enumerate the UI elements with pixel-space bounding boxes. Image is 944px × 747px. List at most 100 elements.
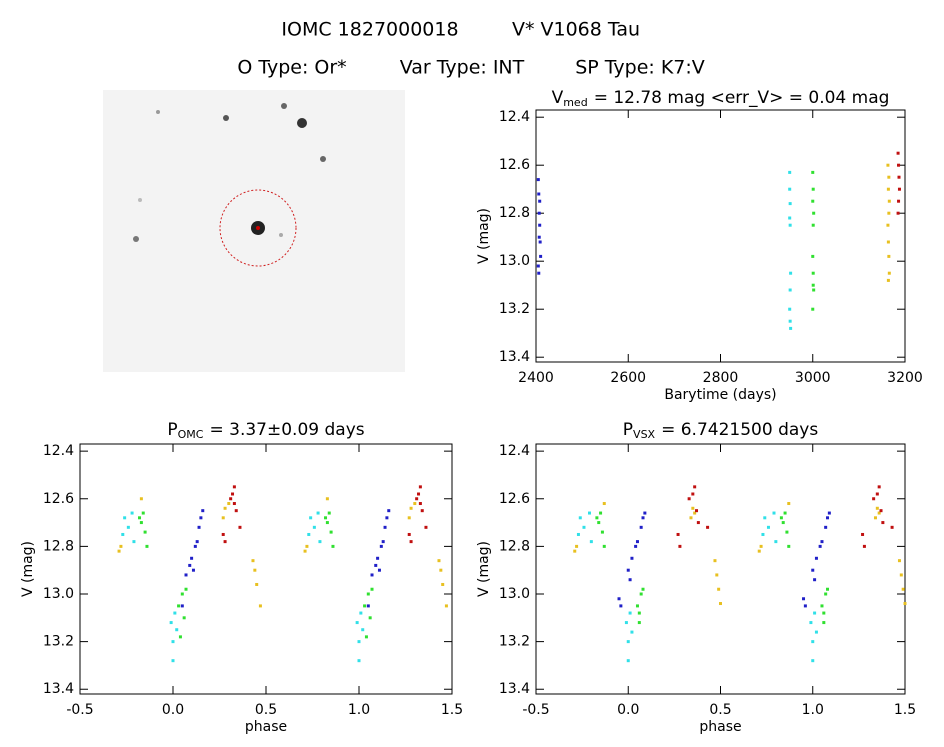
data-point	[145, 544, 149, 548]
y-tick-label: 12.8	[43, 538, 74, 554]
data-point	[385, 516, 389, 520]
data-point	[626, 568, 630, 572]
data-point	[374, 563, 378, 567]
data-point	[772, 511, 776, 515]
data-point	[872, 497, 876, 501]
data-point	[325, 497, 329, 501]
x-tick-label: 1.5	[894, 702, 916, 718]
data-point	[634, 544, 638, 548]
variable-type: Var Type: INT	[400, 57, 525, 79]
data-point	[363, 604, 367, 608]
data-point	[602, 544, 606, 548]
data-point	[763, 516, 767, 520]
y-axis-label: V (mag)	[476, 208, 492, 264]
y-tick-label: 12.4	[43, 443, 74, 459]
x-tick-label: 1.5	[441, 702, 463, 718]
data-point	[624, 621, 628, 625]
data-point	[785, 530, 789, 534]
data-point	[377, 568, 381, 572]
data-point	[538, 240, 542, 244]
data-point	[232, 485, 236, 489]
data-point	[409, 540, 413, 544]
data-point	[413, 502, 417, 506]
data-point	[637, 621, 641, 625]
data-point	[576, 532, 580, 536]
data-point	[759, 544, 763, 548]
data-point	[788, 202, 792, 206]
data-point	[901, 587, 905, 591]
data-point	[258, 604, 262, 608]
data-point	[588, 511, 592, 515]
data-point	[361, 628, 365, 632]
title-subscript: VSX	[633, 428, 656, 441]
data-point	[191, 568, 195, 572]
data-point	[223, 540, 227, 544]
sky-image	[103, 90, 405, 372]
data-point	[761, 532, 765, 536]
data-point	[676, 532, 680, 536]
y-tick-label: 13.0	[499, 253, 530, 269]
data-point	[119, 544, 123, 548]
data-point	[687, 497, 691, 501]
data-point	[418, 485, 422, 489]
data-point	[886, 240, 890, 244]
data-point	[197, 525, 201, 529]
data-point	[441, 582, 445, 586]
y-axis-label: V (mag)	[476, 541, 492, 597]
x-tick-label: 2600	[610, 370, 646, 386]
data-point	[717, 587, 721, 591]
x-tick-label: -0.5	[66, 702, 93, 718]
x-tick-label: 0.5	[709, 702, 731, 718]
data-point	[139, 497, 143, 501]
data-point	[575, 544, 579, 548]
data-point	[678, 544, 682, 548]
data-point	[357, 640, 361, 644]
data-point	[599, 511, 603, 515]
star-name: V* V1068 Tau	[512, 19, 640, 41]
data-point	[788, 223, 792, 227]
data-point	[811, 170, 815, 174]
panel-title: PVSX = 6.7421500 days	[623, 420, 819, 441]
data-point	[537, 235, 541, 239]
panel-title: Vmed = 12.78 mag <err_V> = 0.04 mag	[552, 88, 890, 109]
data-point	[307, 532, 311, 536]
data-point	[814, 556, 818, 560]
data-point	[639, 525, 643, 529]
data-point	[875, 506, 879, 510]
spectral-type: SP Type: K7:V	[575, 57, 705, 79]
data-point	[184, 573, 188, 577]
data-point	[370, 587, 374, 591]
data-point	[811, 187, 815, 191]
data-point	[873, 516, 877, 520]
panel-title: POMC = 3.37±0.09 days	[167, 420, 364, 441]
data-point	[536, 264, 540, 268]
data-point	[617, 597, 621, 601]
data-point	[789, 326, 793, 330]
data-point	[803, 604, 807, 608]
data-point	[180, 592, 184, 596]
x-axis-label: phase	[699, 719, 741, 735]
data-point	[444, 604, 448, 608]
y-axis-label: V (mag)	[20, 541, 36, 597]
data-point	[822, 611, 826, 615]
data-point	[822, 621, 826, 625]
data-point	[809, 621, 813, 625]
x-tick-label: 0.5	[255, 702, 277, 718]
data-point	[383, 525, 387, 529]
data-point	[877, 485, 881, 489]
y-tick-label: 12.8	[499, 205, 530, 221]
data-point	[407, 532, 411, 536]
y-tick-label: 13.4	[499, 349, 530, 365]
data-point	[366, 604, 370, 608]
data-point	[812, 211, 816, 215]
data-point	[789, 271, 793, 275]
data-point	[417, 492, 421, 496]
data-point	[813, 578, 817, 582]
y-tick-label: 13.0	[499, 586, 530, 602]
x-tick-label: 3000	[795, 370, 831, 386]
data-point	[234, 509, 238, 513]
data-point	[139, 521, 143, 525]
data-point	[578, 516, 582, 520]
data-point	[897, 199, 901, 203]
